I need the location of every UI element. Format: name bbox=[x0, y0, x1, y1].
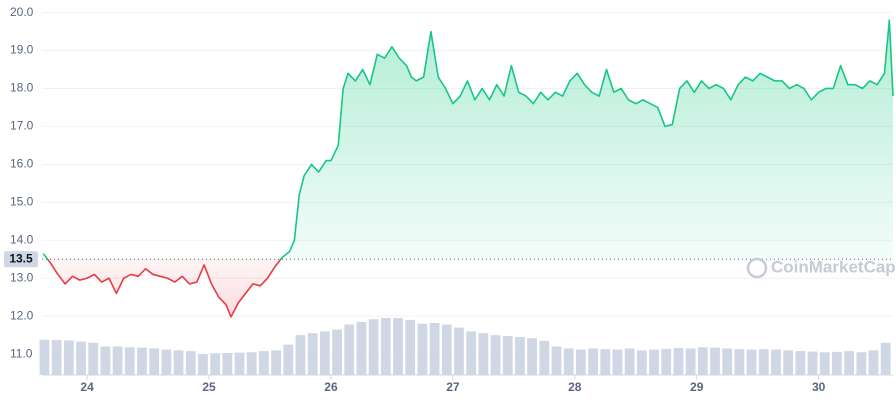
x-tick-label: 28 bbox=[568, 380, 582, 394]
volume-bar bbox=[795, 351, 806, 375]
volume-bar bbox=[673, 348, 684, 375]
volume-bar bbox=[588, 348, 598, 375]
volume-bar bbox=[771, 349, 781, 375]
volume-bar bbox=[807, 351, 818, 375]
volume-bar bbox=[393, 318, 403, 375]
volume-bar bbox=[868, 350, 879, 375]
volume-bar bbox=[880, 342, 891, 375]
volume-bar bbox=[624, 348, 635, 375]
x-tick-label: 27 bbox=[446, 380, 460, 394]
volume-bar bbox=[173, 350, 184, 375]
volume-bar bbox=[697, 347, 708, 375]
volume-bar bbox=[490, 335, 501, 375]
y-tick-label: 11.0 bbox=[10, 346, 33, 360]
volume-bar bbox=[502, 335, 513, 375]
volume-bar bbox=[429, 323, 440, 375]
volume-bar bbox=[149, 348, 160, 375]
volume-bar bbox=[612, 349, 623, 375]
volume-bar bbox=[283, 344, 294, 375]
y-tick-label: 13.0 bbox=[10, 270, 34, 284]
volume-bar bbox=[185, 351, 196, 375]
y-tick-label: 17.0 bbox=[10, 119, 34, 133]
volume-bar bbox=[246, 352, 257, 375]
volume-bar bbox=[710, 347, 720, 375]
volume-bar bbox=[137, 347, 147, 375]
volume-bar bbox=[295, 335, 306, 375]
volume-bar bbox=[112, 346, 123, 375]
volume-bar bbox=[649, 349, 659, 375]
volume-bar bbox=[259, 351, 269, 375]
price-area bbox=[43, 20, 894, 317]
watermark: CoinMarketCap bbox=[771, 257, 896, 276]
volume-bar bbox=[39, 339, 50, 375]
volume-bar bbox=[161, 349, 172, 375]
volume-bar bbox=[722, 348, 733, 375]
volume-bar bbox=[344, 324, 355, 375]
x-tick-label: 29 bbox=[690, 380, 704, 394]
volume-bar bbox=[454, 327, 464, 375]
volume-bar bbox=[527, 338, 537, 375]
volume-bar bbox=[319, 331, 330, 375]
volume-bar bbox=[685, 348, 696, 375]
volume-bar bbox=[271, 350, 281, 375]
baseline-box bbox=[4, 251, 38, 268]
y-tick-label: 14.0 bbox=[10, 232, 34, 246]
volume-bar bbox=[51, 340, 62, 375]
x-tick-label: 30 bbox=[812, 380, 826, 394]
volume-bar bbox=[210, 353, 221, 375]
y-tick-label: 18.0 bbox=[10, 81, 34, 95]
x-tick-label: 25 bbox=[202, 380, 216, 394]
volume-bar bbox=[832, 351, 842, 375]
volume-bar bbox=[636, 350, 647, 375]
x-tick-label: 24 bbox=[80, 380, 94, 394]
volume-bar bbox=[198, 354, 208, 375]
volume-bar bbox=[222, 352, 233, 375]
volume-bar bbox=[368, 319, 379, 375]
volume-bar bbox=[466, 331, 477, 375]
y-tick-label: 16.0 bbox=[10, 157, 34, 171]
volume-bar bbox=[88, 342, 99, 375]
baseline-label: 13.5 bbox=[9, 251, 33, 265]
volume-bar bbox=[844, 351, 854, 375]
volume-bar bbox=[856, 352, 867, 375]
volume-bar bbox=[234, 352, 245, 375]
volume-bar bbox=[356, 321, 367, 375]
volume-bar bbox=[100, 346, 111, 375]
volume-bar bbox=[734, 349, 745, 375]
volume-bar bbox=[563, 348, 574, 375]
volume-bar bbox=[551, 346, 562, 375]
volume-bar bbox=[478, 333, 489, 375]
x-tick-label: 26 bbox=[324, 380, 338, 394]
volume-bar bbox=[783, 350, 794, 375]
y-tick-label: 20.0 bbox=[10, 5, 34, 19]
volume-bar bbox=[76, 341, 86, 375]
y-tick-label: 15.0 bbox=[10, 195, 34, 209]
y-tick-label: 19.0 bbox=[10, 43, 34, 57]
watermark-logo bbox=[746, 257, 768, 279]
volume-bar bbox=[417, 323, 428, 375]
volume-bar bbox=[600, 349, 611, 375]
volume-bar bbox=[661, 348, 672, 375]
volume-bar bbox=[576, 349, 586, 375]
volume-bar bbox=[819, 352, 830, 375]
volume-bar bbox=[124, 347, 135, 375]
volume-bar bbox=[332, 329, 342, 375]
volume-bar bbox=[758, 349, 769, 375]
volume-bar bbox=[380, 318, 391, 375]
volume-bar bbox=[515, 337, 525, 375]
volume-bar bbox=[539, 340, 550, 375]
volume-bar bbox=[441, 324, 452, 375]
volume-bar bbox=[405, 319, 416, 375]
price-line bbox=[42, 19, 894, 318]
volume-bar bbox=[746, 349, 757, 375]
y-tick-label: 12.0 bbox=[10, 308, 34, 322]
volume-bar bbox=[63, 340, 74, 375]
volume-bar bbox=[307, 333, 318, 375]
